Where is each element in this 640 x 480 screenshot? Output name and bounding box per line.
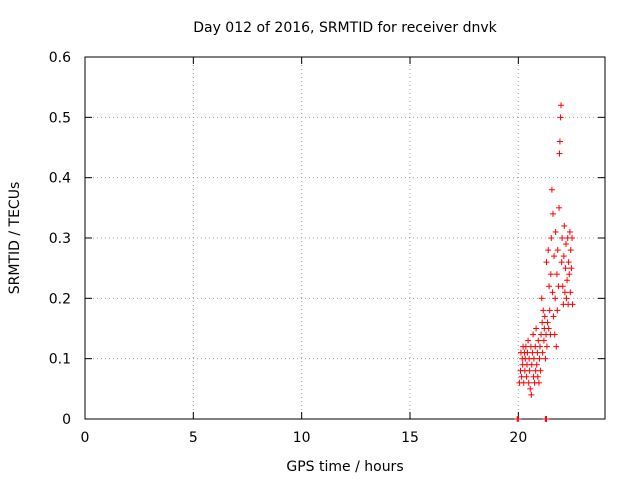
data-point [560, 253, 567, 260]
data-point [569, 235, 576, 241]
data-point [533, 325, 540, 332]
data-point [549, 289, 556, 296]
data-point [559, 283, 566, 290]
x-tick-label: 0 [81, 430, 90, 446]
axis-ticks: 0 0.1 0.2 0.3 0.4 0.5 0.6 0 5 10 15 20 [49, 50, 605, 446]
x-tick-label: 5 [189, 430, 198, 446]
chart-title: Day 012 of 2016, SRMTID for receiver dnv… [193, 20, 497, 36]
y-tick-label: 0.5 [49, 110, 71, 126]
data-point [538, 295, 545, 302]
data-point [568, 265, 575, 272]
y-tick-label: 0.2 [49, 291, 71, 307]
data-point [546, 283, 553, 290]
data-point [557, 114, 564, 121]
data-point [533, 361, 540, 368]
data-point [565, 259, 572, 266]
data-point [530, 331, 537, 338]
data-point [515, 416, 522, 422]
data-point [550, 313, 557, 320]
data-point [563, 295, 570, 302]
data-point [542, 355, 549, 362]
data-point [554, 307, 561, 314]
y-tick-label: 0.6 [49, 50, 71, 66]
data-point [527, 385, 534, 392]
data-point [545, 247, 552, 254]
data-point [544, 319, 551, 326]
data-point [558, 102, 565, 109]
data-point [550, 210, 556, 217]
data-point [551, 253, 558, 260]
data-point [553, 343, 560, 350]
data-point [528, 391, 535, 398]
data-point [530, 355, 537, 362]
data-point [561, 222, 568, 229]
data-point [561, 289, 568, 296]
data-point [537, 367, 544, 374]
data-point [534, 349, 541, 356]
data-point [554, 247, 561, 254]
y-tick-label: 0.1 [49, 352, 71, 368]
data-point [543, 416, 550, 422]
data-point [543, 259, 550, 266]
data-point [556, 150, 563, 157]
y-tick-label: 0.4 [49, 171, 71, 187]
data-point [566, 228, 573, 235]
data-point [548, 186, 555, 193]
x-tick-label: 15 [401, 430, 419, 446]
data-point [563, 241, 569, 248]
data-point [567, 247, 574, 254]
data-point [543, 343, 550, 350]
data-point [564, 277, 571, 284]
grid [85, 57, 605, 419]
data-point [547, 271, 554, 278]
data-point [552, 295, 559, 302]
y-tick-label: 0.3 [49, 231, 71, 247]
data-point [552, 228, 559, 235]
data-point [558, 259, 565, 266]
data-point [535, 337, 542, 344]
data-point [537, 343, 543, 350]
data-point [526, 367, 533, 374]
data-point [553, 271, 560, 278]
data-point [559, 235, 566, 241]
data-point [539, 319, 546, 326]
data-point [569, 301, 576, 308]
data-point [535, 379, 542, 386]
data-point [562, 265, 569, 272]
y-axis-label: SRMTID / TECUs [7, 182, 23, 295]
data-point [566, 271, 573, 278]
data-point [551, 331, 558, 338]
data-point [548, 235, 555, 241]
data-point [556, 138, 563, 145]
data-point [534, 373, 541, 380]
data-point [523, 373, 530, 380]
data-point [536, 355, 543, 362]
data-point [541, 313, 548, 320]
data-point [545, 325, 552, 332]
data-point [556, 204, 563, 211]
data-point [540, 337, 547, 344]
data-point [546, 307, 553, 314]
x-tick-label: 10 [293, 430, 311, 446]
x-tick-label: 20 [509, 430, 527, 446]
x-axis-label: GPS time / hours [286, 459, 403, 475]
data-point [539, 349, 546, 356]
data-point [525, 337, 532, 344]
data-points [514, 102, 576, 422]
data-point [540, 307, 547, 314]
data-point [567, 289, 574, 296]
y-tick-label: 0 [62, 412, 71, 428]
data-point [525, 379, 532, 386]
